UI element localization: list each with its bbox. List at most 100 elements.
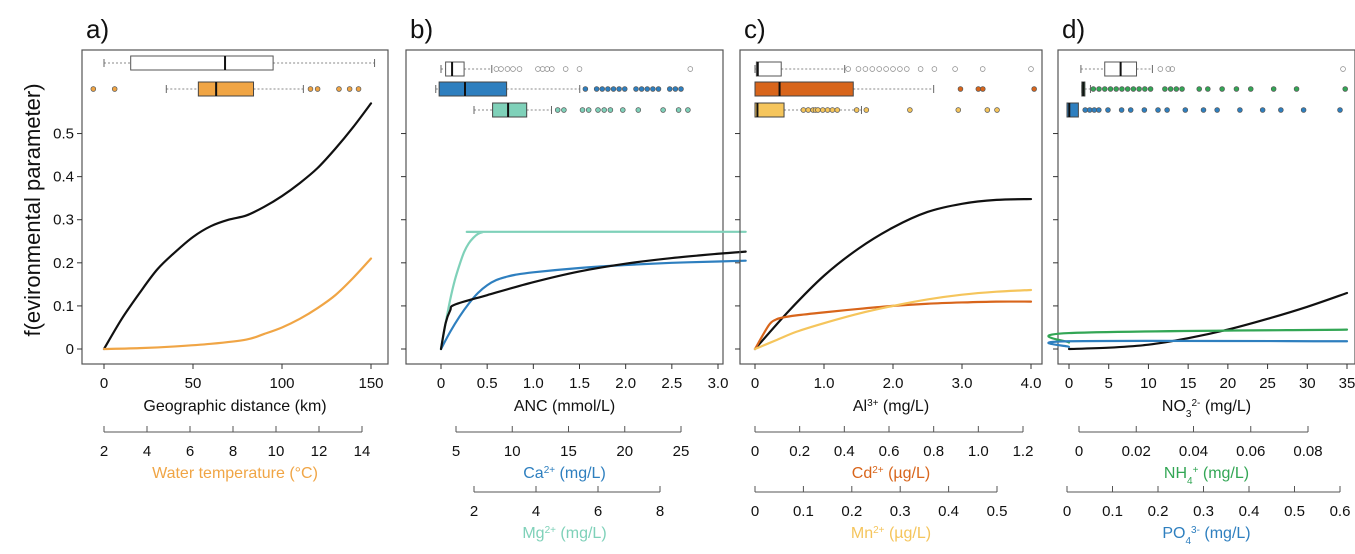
- x-tick-label: 10: [1140, 375, 1157, 392]
- boxplot-outlier: [863, 107, 870, 113]
- boxplot-outlier: [582, 86, 589, 92]
- series-line: [1067, 291, 1349, 351]
- boxplot-outlier: [805, 107, 811, 113]
- boxplot-outlier: [1342, 86, 1348, 92]
- x-tick-label: 0: [437, 375, 445, 392]
- x-tick-label: 30: [1299, 375, 1316, 392]
- x-tick-label: 14: [354, 443, 371, 460]
- boxplot-outlier: [800, 107, 807, 113]
- x-tick-label: 3.0: [708, 375, 729, 392]
- boxplot-outlier: [620, 107, 626, 113]
- x-axis-label: Ca2+ (mg/L): [523, 465, 606, 483]
- x-tick-label: 1.2: [1013, 443, 1034, 460]
- x-tick-label: 2: [100, 443, 108, 460]
- boxplot-outlier: [1086, 107, 1093, 113]
- x-tick-label: 2.0: [615, 375, 636, 392]
- y-tick-label: 0.5: [53, 126, 74, 143]
- boxplot-outlier: [1127, 107, 1134, 113]
- boxplot-outlier: [498, 66, 504, 72]
- boxplot-outlier: [907, 107, 913, 113]
- boxplot-outlier: [955, 107, 962, 113]
- x-axis-label: Cd2+ (µg/L): [852, 465, 930, 483]
- x-axis-label: Water temperature (°C): [152, 465, 318, 482]
- x-tick-label: 0.2: [789, 443, 810, 460]
- x-axis-label: NO32- (mg/L): [1162, 398, 1251, 420]
- boxplot-outlier: [585, 107, 592, 113]
- x-tick-label: 0: [751, 443, 759, 460]
- x-tick-label: 20: [1220, 375, 1237, 392]
- boxplot-outlier: [1155, 107, 1161, 113]
- x-tick-label: 0.5: [477, 375, 498, 392]
- series-line: [439, 230, 747, 351]
- boxplot-outlier: [1200, 107, 1207, 113]
- x-tick-label: 0.4: [938, 503, 959, 520]
- boxplot-outlier: [539, 66, 546, 72]
- x-axis-label: NH4+ (mg/L): [1164, 465, 1249, 487]
- x-tick-label: 0.1: [793, 503, 814, 520]
- boxplot-outlier: [666, 86, 673, 92]
- boxplot-outlier: [1179, 86, 1185, 92]
- x-tick-label: 0.6: [879, 443, 900, 460]
- x-tick-label: 2.0: [883, 375, 904, 392]
- x-tick-label: 0: [1065, 375, 1073, 392]
- boxplot-outlier: [904, 66, 910, 72]
- boxplot-outlier: [605, 86, 611, 92]
- boxplot-outlier: [90, 86, 97, 92]
- series-line: [439, 250, 747, 351]
- x-tick-label: 1.0: [968, 443, 989, 460]
- x-tick-label: 0.3: [890, 503, 911, 520]
- x-tick-label: 6: [594, 503, 602, 520]
- boxplot-outlier: [1162, 86, 1168, 92]
- boxplot-outlier: [336, 86, 342, 92]
- boxplot-outlier: [1102, 86, 1108, 92]
- boxplot-outlier: [1205, 86, 1211, 92]
- boxplot-outlier: [834, 107, 841, 113]
- boxplot-outlier: [1167, 86, 1174, 92]
- x-tick-label: 5: [452, 443, 460, 460]
- boxplot-outlier: [687, 66, 694, 72]
- boxplot-outlier: [510, 66, 516, 72]
- boxplot-outlier: [994, 107, 1000, 113]
- boxplot-outlier: [1278, 107, 1284, 113]
- x-tick-label: 0: [751, 375, 759, 392]
- boxplot-outlier: [931, 66, 938, 72]
- x-tick-label: 6: [186, 443, 194, 460]
- series-line: [1047, 339, 1349, 348]
- boxplot-outlier: [516, 66, 523, 72]
- x-axis-label: Geographic distance (km): [143, 398, 326, 415]
- x-tick-label: 1.0: [523, 375, 544, 392]
- boxplot-outlier: [616, 86, 622, 92]
- boxplot-outlier: [1270, 86, 1277, 92]
- boxplot-outlier: [610, 86, 617, 92]
- boxplot-outlier: [1141, 107, 1148, 113]
- boxplot-outlier: [1105, 107, 1111, 113]
- boxplot-outlier: [876, 66, 882, 72]
- x-tick-label: 25: [673, 443, 690, 460]
- x-tick-label: 0.5: [1284, 503, 1305, 520]
- boxplot-outlier: [579, 107, 586, 113]
- boxplot-outlier: [1090, 86, 1097, 92]
- boxplot-outlier: [638, 86, 645, 92]
- x-tick-label: 4: [532, 503, 540, 520]
- boxplot-outlier: [1118, 107, 1125, 113]
- series-line: [102, 257, 373, 351]
- series-line: [439, 259, 747, 351]
- boxplot-outlier: [1147, 86, 1154, 92]
- boxplot-outlier: [853, 107, 860, 113]
- boxplot-outlier: [635, 107, 642, 113]
- boxplot-outlier: [307, 86, 314, 92]
- boxplot-outlier: [346, 86, 353, 92]
- boxplot-outlier: [979, 66, 986, 72]
- x-tick-label: 0: [1063, 503, 1071, 520]
- boxplot-outlier: [314, 86, 321, 92]
- boxplot-outlier: [1337, 107, 1343, 113]
- x-tick-label: 15: [1180, 375, 1197, 392]
- boxplot-outlier: [1082, 107, 1088, 113]
- boxplot-outlier: [897, 66, 903, 72]
- boxplot-outlier: [1113, 86, 1119, 92]
- boxplot-outlier: [855, 66, 862, 72]
- panel-label: b): [410, 14, 433, 44]
- x-tick-label: 20: [616, 443, 633, 460]
- boxplot-outlier: [1130, 86, 1137, 92]
- x-axis-label: Mn2+ (µg/L): [851, 525, 931, 543]
